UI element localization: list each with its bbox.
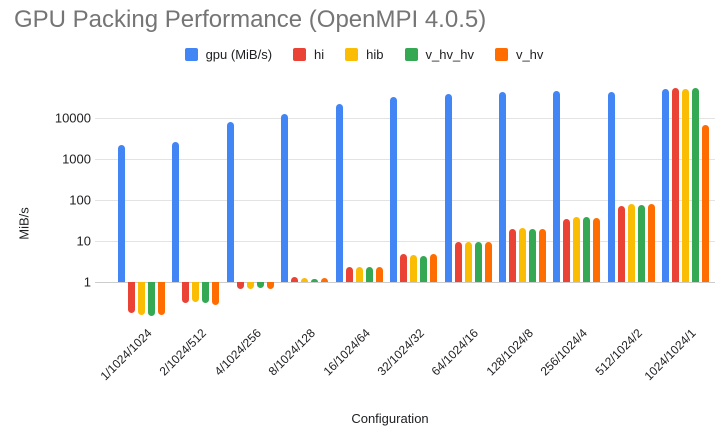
legend-swatch-icon	[184, 47, 198, 61]
legend-swatch-icon	[345, 47, 359, 61]
bar-gpu-mib-s-8-1024-128	[281, 114, 289, 282]
bar-v-hv-hv-16-1024-64	[365, 267, 373, 282]
bar-hi-1024-1024-1	[672, 87, 680, 282]
y-tick-label: 1	[83, 274, 91, 290]
bar-v-hv-1-1024-1024	[158, 282, 165, 315]
bar-v-hv-hv-2-1024-512	[202, 282, 210, 304]
legend-label: hi	[314, 46, 325, 62]
bar-v-hv-hv-32-1024-32	[420, 255, 428, 282]
bar-gpu-mib-s-16-1024-64	[335, 103, 343, 282]
legend-item-v-hv: v_hv	[494, 46, 544, 62]
gridline-1	[95, 282, 715, 283]
bar-v-hv-hv-1-1024-1024	[148, 282, 155, 316]
bar-hi-4-1024-256	[236, 282, 244, 289]
bar-v-hv-hv-512-1024-2	[637, 204, 645, 282]
x-tick-label: 512/1024/2	[592, 326, 645, 379]
bar-v-hv-2-1024-512	[212, 282, 220, 305]
bar-v-hv-16-1024-64	[375, 266, 383, 282]
bar-gpu-mib-s-32-1024-32	[390, 97, 398, 282]
bar-gpu-mib-s-4-1024-256	[226, 121, 234, 282]
bar-v-hv-hv-1024-1024-1	[692, 87, 700, 282]
gridline-10	[95, 241, 715, 242]
x-tick-label: 1/1024/1024	[97, 326, 155, 384]
y-tick-label: 100	[69, 192, 91, 208]
bar-gpu-mib-s-128-1024-8	[498, 92, 506, 282]
x-tick-label: 128/1024/8	[483, 326, 536, 379]
bar-hib-8-1024-128	[301, 278, 309, 282]
legend-item-gpu-mib-s: gpu (MiB/s)	[184, 46, 273, 62]
bar-v-hv-128-1024-8	[538, 228, 546, 282]
bar-gpu-mib-s-1024-1024-1	[662, 89, 670, 282]
legend-label: gpu (MiB/s)	[205, 46, 273, 62]
x-axis-title: Configuration	[351, 411, 429, 426]
x-tick-label: 8/1024/128	[265, 326, 319, 379]
gridline-1000	[95, 159, 715, 160]
chart-title: GPU Packing Performance (OpenMPI 4.0.5)	[14, 6, 487, 33]
y-axis-title: MiB/s	[16, 207, 32, 240]
bar-gpu-mib-s-1-1024-1024	[118, 144, 125, 282]
bar-v-hv-hv-256-1024-4	[583, 217, 591, 282]
legend: gpu (MiB/s) hi hib v_hv_hv v_hv	[0, 45, 728, 63]
bar-hi-1-1024-1024	[128, 282, 135, 313]
bar-hib-256-1024-4	[573, 217, 581, 282]
bar-hib-2-1024-512	[192, 282, 200, 303]
bar-v-hv-hv-4-1024-256	[256, 282, 264, 288]
x-tick-label: 32/1024/32	[374, 326, 428, 379]
legend-item-v-hv-hv: v_hv_hv	[404, 46, 474, 62]
bar-v-hv-256-1024-4	[593, 217, 601, 282]
legend-label: v_hv	[515, 46, 544, 62]
x-tick-label: 2/1024/512	[156, 326, 210, 379]
x-tick-label: 256/1024/4	[537, 326, 591, 379]
legend-item-hib: hib	[345, 46, 384, 62]
gridline-10000	[95, 118, 715, 119]
bar-v-hv-1024-1024-1	[702, 124, 710, 282]
x-tick-label: 4/1024/256	[211, 326, 264, 379]
bar-gpu-mib-s-512-1024-2	[607, 92, 615, 282]
bar-hib-128-1024-8	[518, 227, 526, 282]
legend-swatch-icon	[293, 47, 307, 61]
bar-v-hv-512-1024-2	[647, 204, 655, 282]
bar-hi-16-1024-64	[345, 267, 353, 282]
bar-v-hv-hv-8-1024-128	[311, 278, 319, 282]
bar-hib-64-1024-16	[464, 241, 472, 282]
bar-v-hv-64-1024-16	[484, 241, 492, 282]
bar-hib-1-1024-1024	[138, 282, 145, 315]
bar-v-hv-32-1024-32	[430, 254, 438, 282]
bar-gpu-mib-s-2-1024-512	[172, 141, 180, 282]
legend-swatch-icon	[404, 47, 418, 61]
bar-hib-16-1024-64	[355, 266, 363, 282]
bar-v-hv-hv-128-1024-8	[528, 228, 536, 282]
y-tick-label: 1000	[62, 151, 91, 167]
bar-hib-1024-1024-1	[682, 88, 690, 282]
bar-hi-2-1024-512	[182, 282, 190, 303]
bar-hib-4-1024-256	[246, 282, 254, 289]
bar-hi-64-1024-16	[454, 241, 462, 282]
legend-label: v_hv_hv	[425, 46, 474, 62]
gridline-100	[95, 200, 715, 201]
bar-hi-128-1024-8	[508, 228, 516, 282]
x-tick-label: 1024/1024/1	[642, 326, 700, 384]
y-tick-label: 10	[76, 233, 91, 249]
bar-hib-512-1024-2	[627, 204, 635, 282]
bar-gpu-mib-s-256-1024-4	[553, 91, 561, 282]
legend-label: hib	[366, 46, 384, 62]
bar-gpu-mib-s-64-1024-16	[444, 93, 452, 282]
bar-v-hv-8-1024-128	[321, 278, 329, 282]
bar-hib-32-1024-32	[410, 255, 418, 282]
bar-hi-512-1024-2	[617, 206, 625, 282]
bar-hi-256-1024-4	[563, 218, 571, 282]
bar-hi-32-1024-32	[400, 254, 408, 282]
bar-v-hv-hv-64-1024-16	[474, 242, 482, 282]
x-tick-label: 16/1024/64	[320, 326, 373, 379]
y-tick-label: 10000	[54, 110, 91, 126]
legend-item-hi: hi	[293, 47, 324, 62]
bar-v-hv-4-1024-256	[266, 282, 274, 289]
legend-swatch-icon	[494, 47, 508, 61]
bar-hi-8-1024-128	[291, 277, 299, 282]
x-tick-label: 64/1024/16	[429, 326, 482, 379]
